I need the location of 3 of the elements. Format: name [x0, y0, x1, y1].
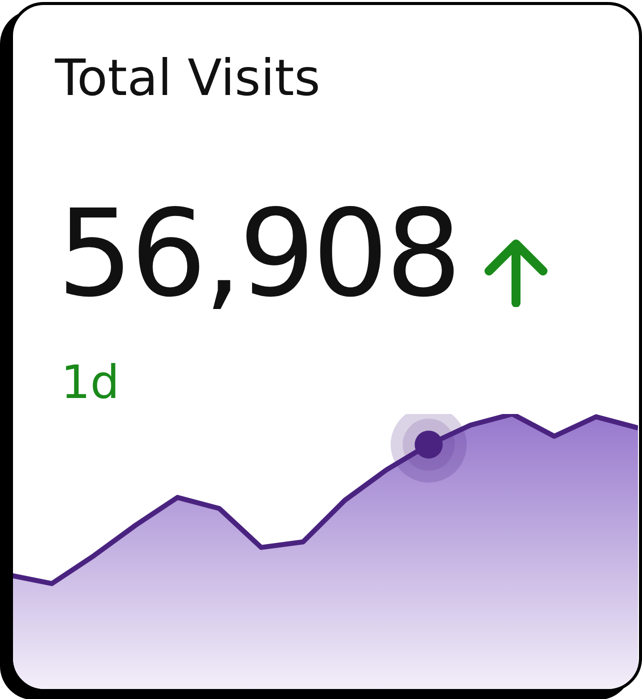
- text: 56,908: [57, 185, 459, 324]
- text: 1d: [61, 355, 120, 409]
- chart-title: Total Visits: [55, 49, 320, 107]
